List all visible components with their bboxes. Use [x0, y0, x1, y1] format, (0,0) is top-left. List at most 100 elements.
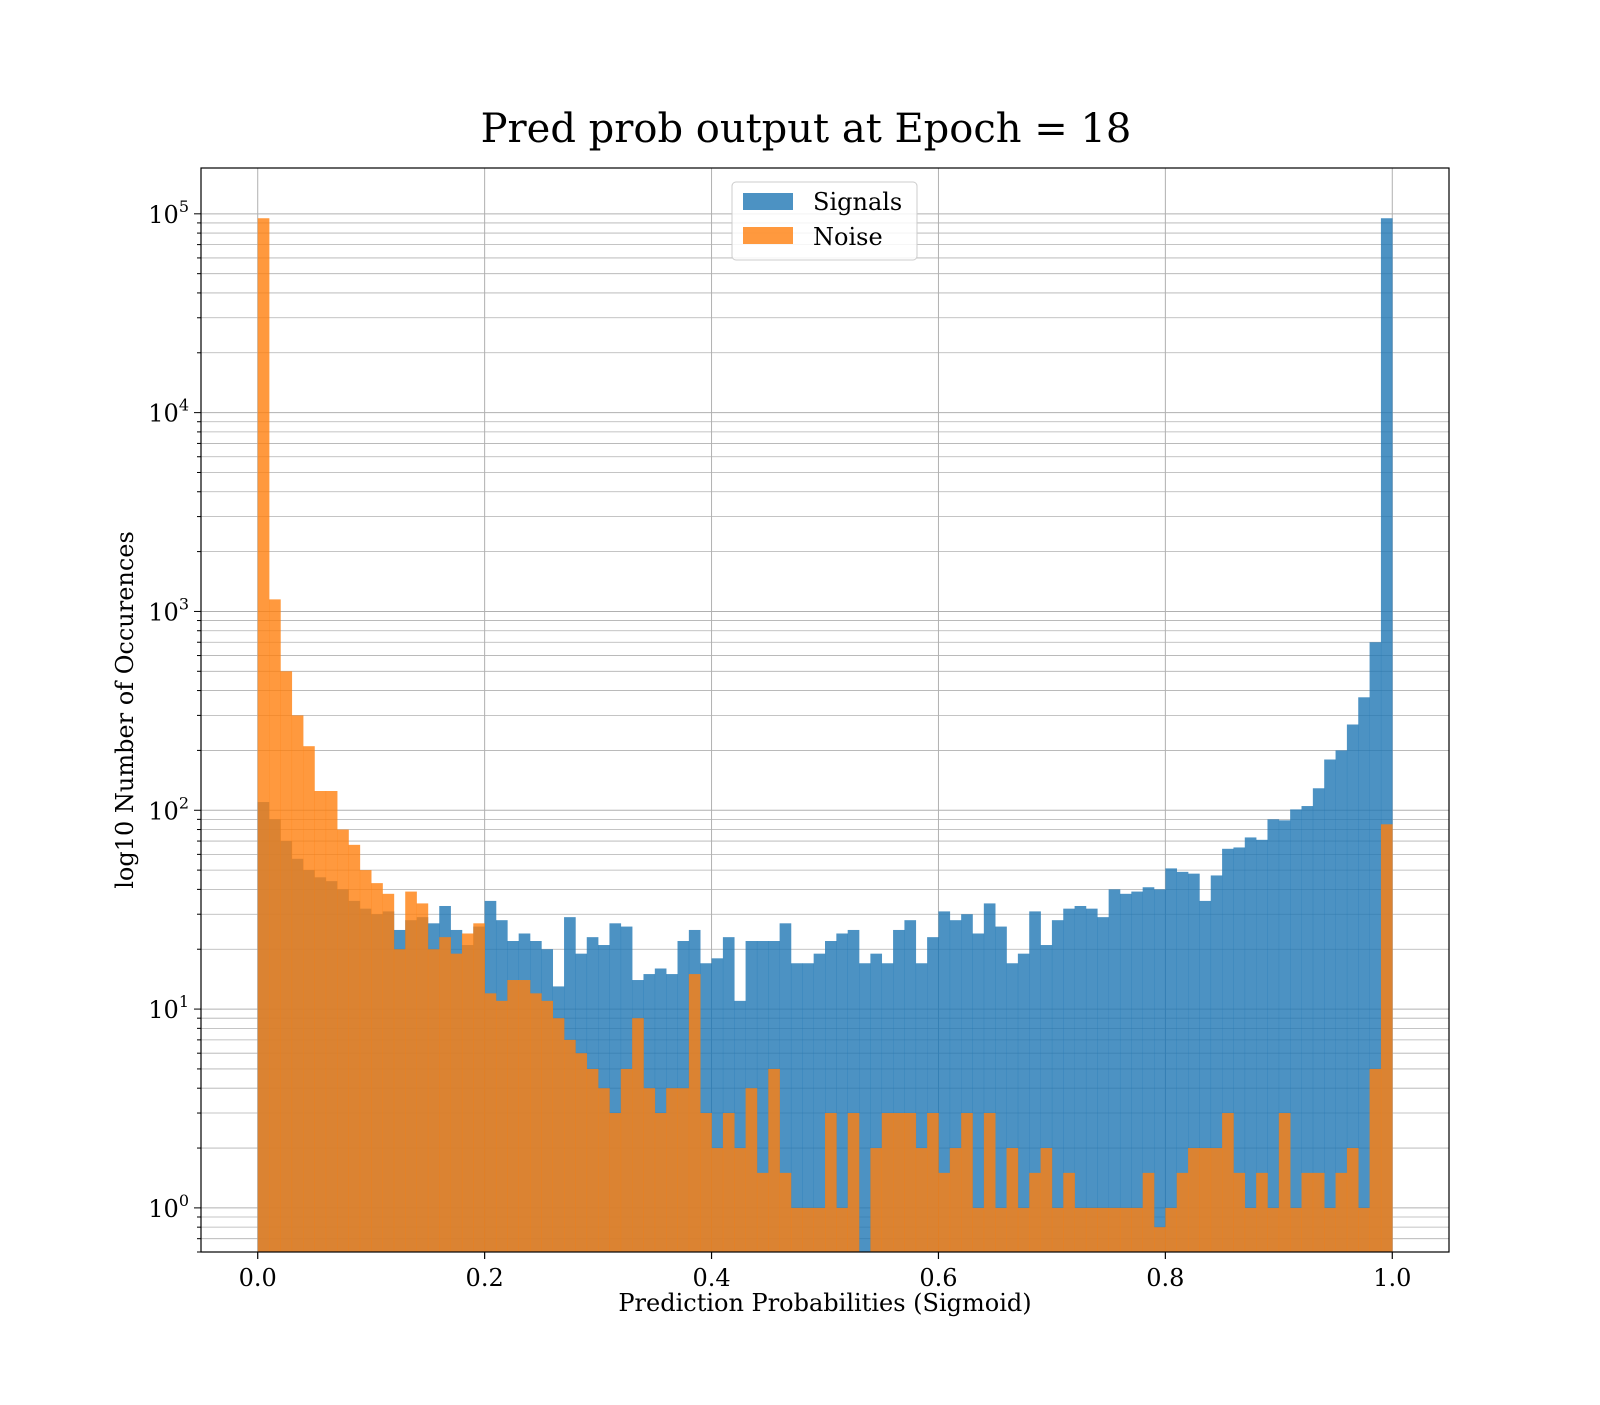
- x-axis-label: Prediction Probabilities (Sigmoid): [618, 1289, 1031, 1317]
- histogram-bar-noise: [1063, 1172, 1075, 1252]
- histogram-bar-signals: [1176, 871, 1189, 1252]
- histogram-bar-noise: [337, 829, 349, 1252]
- histogram-bar-noise: [552, 1018, 565, 1252]
- histogram-bar-noise: [893, 1113, 905, 1252]
- histogram-bar-signals: [881, 963, 894, 1252]
- legend: Signals Noise: [731, 181, 918, 261]
- histogram-bar-noise: [507, 980, 519, 1252]
- histogram-bar-noise: [1380, 824, 1393, 1252]
- histogram-bar-noise: [461, 933, 474, 1252]
- axis-ticks: 0.0 0.2 0.4 0.6 0.8 1.0 100 101 102 103 104 105: [148, 197, 1411, 1292]
- histogram-bar-noise: [1176, 1172, 1189, 1252]
- histogram-bar-signals: [1278, 820, 1291, 1252]
- histogram-bar-signals: [1290, 809, 1302, 1252]
- histogram-bar-signals: [1029, 911, 1041, 1252]
- histogram-bar-noise: [847, 1113, 860, 1252]
- histogram-bar-signals: [1369, 642, 1382, 1252]
- histogram-bar-noise: [1335, 1172, 1348, 1252]
- histogram-bar-noise: [280, 671, 293, 1252]
- histogram-bar-signals: [1154, 889, 1166, 1252]
- histogram-bar-noise: [881, 1113, 894, 1252]
- histogram-bar-noise: [1188, 1148, 1200, 1252]
- histogram-bar-noise: [439, 937, 451, 1252]
- histogram-bar-noise: [1131, 1207, 1143, 1252]
- histogram-bar-noise: [371, 883, 383, 1252]
- y-axis-label: log10 Number of Occurences: [111, 531, 139, 889]
- histogram-bar-signals: [1165, 868, 1178, 1252]
- histogram-bar-signals: [927, 937, 939, 1252]
- histogram-bar-noise: [711, 1148, 724, 1252]
- histogram-bar-signals: [1063, 908, 1075, 1252]
- histogram-bar-noise: [813, 1207, 826, 1252]
- histogram-bar-signals: [711, 958, 724, 1252]
- histogram-bar-noise: [586, 1068, 599, 1252]
- histogram-bar-noise: [1233, 1172, 1246, 1252]
- histogram-bar-noise: [1017, 1207, 1030, 1252]
- legend-swatch-signals: [743, 193, 793, 210]
- histogram-bar-noise: [450, 953, 463, 1252]
- histogram-bar-noise: [1097, 1207, 1109, 1252]
- histogram-bar-signals: [870, 953, 883, 1252]
- histogram-bar-noise: [518, 980, 531, 1252]
- histogram-bar-signals: [1267, 819, 1280, 1252]
- histogram-bar-signals: [1085, 908, 1098, 1252]
- histogram-bar-signals: [1210, 875, 1223, 1252]
- histogram-bar-noise: [677, 1088, 690, 1252]
- histogram-bar-noise: [734, 1148, 746, 1252]
- histogram-bar-noise: [745, 1088, 758, 1252]
- x-tick-label: 0.2: [466, 1264, 504, 1292]
- histogram-bar-noise: [473, 923, 485, 1252]
- histogram-bar-signals: [1256, 839, 1268, 1252]
- histogram-bar-signals: [609, 923, 622, 1252]
- histogram-bar-signals: [1074, 905, 1087, 1252]
- histogram-bar-signals: [1142, 887, 1155, 1252]
- histogram-bar-noise: [382, 893, 395, 1252]
- histogram-bar-noise: [995, 1207, 1007, 1252]
- histogram-bar-signals: [813, 953, 826, 1252]
- histogram-bar-noise: [1108, 1207, 1121, 1252]
- histogram-bar-noise: [756, 1172, 769, 1252]
- histogram-bar-noise: [961, 1113, 973, 1252]
- plot-frame: [200, 167, 1450, 1253]
- histogram-bar-signals: [1006, 963, 1019, 1252]
- histogram-bar-noise: [405, 891, 417, 1252]
- histogram-bar-noise: [1029, 1172, 1041, 1252]
- histogram-bar-noise: [915, 1148, 928, 1252]
- histogram-bar-signals: [700, 963, 712, 1252]
- chart-title: Pred prob output at Epoch = 18: [481, 106, 1132, 152]
- histogram-bar-noise: [790, 1207, 803, 1252]
- x-tick-label: 0.6: [919, 1264, 957, 1292]
- y-tick-label: 105: [148, 197, 189, 229]
- histogram-bar-noise: [257, 218, 270, 1252]
- histogram-bar-noise: [983, 1113, 996, 1252]
- histogram-bar-noise: [530, 993, 542, 1252]
- histogram-bar-noise: [1142, 1172, 1155, 1252]
- histogram-bar-signals: [983, 903, 996, 1252]
- histogram-bar-signals: [1358, 697, 1370, 1252]
- histogram-bar-signals: [1131, 891, 1143, 1252]
- histogram-bar-signals: [1312, 788, 1325, 1252]
- histogram-bar-noise: [269, 599, 281, 1252]
- x-tick-label: 0.8: [1146, 1264, 1184, 1292]
- histogram-bar-signals: [1233, 847, 1246, 1252]
- histogram-bar-noise: [1119, 1207, 1132, 1252]
- histogram-bar-noise: [654, 1113, 667, 1252]
- y-tick-label: 100: [148, 1191, 189, 1223]
- histogram-bar-noise: [1369, 1068, 1382, 1252]
- histogram-bar-signals: [825, 941, 837, 1252]
- histogram-bar-signals: [1199, 900, 1212, 1252]
- histogram-bar-signals: [790, 963, 803, 1252]
- histogram-bar-noise: [700, 1113, 712, 1252]
- histogram-bars: [257, 218, 1393, 1252]
- histogram-bar-noise: [1346, 1148, 1359, 1252]
- histogram-bar-noise: [1244, 1207, 1257, 1252]
- histogram-bar-noise: [666, 1088, 678, 1252]
- histogram-bar-noise: [427, 949, 440, 1252]
- histogram-bar-signals: [779, 923, 792, 1252]
- histogram-bar-noise: [1358, 1207, 1370, 1252]
- histogram-bar-noise: [1154, 1227, 1166, 1252]
- histogram-bar-noise: [1074, 1207, 1087, 1252]
- histogram-bar-noise: [688, 974, 701, 1252]
- y-tick-label: 103: [148, 594, 189, 626]
- histogram-bar-noise: [632, 1018, 644, 1252]
